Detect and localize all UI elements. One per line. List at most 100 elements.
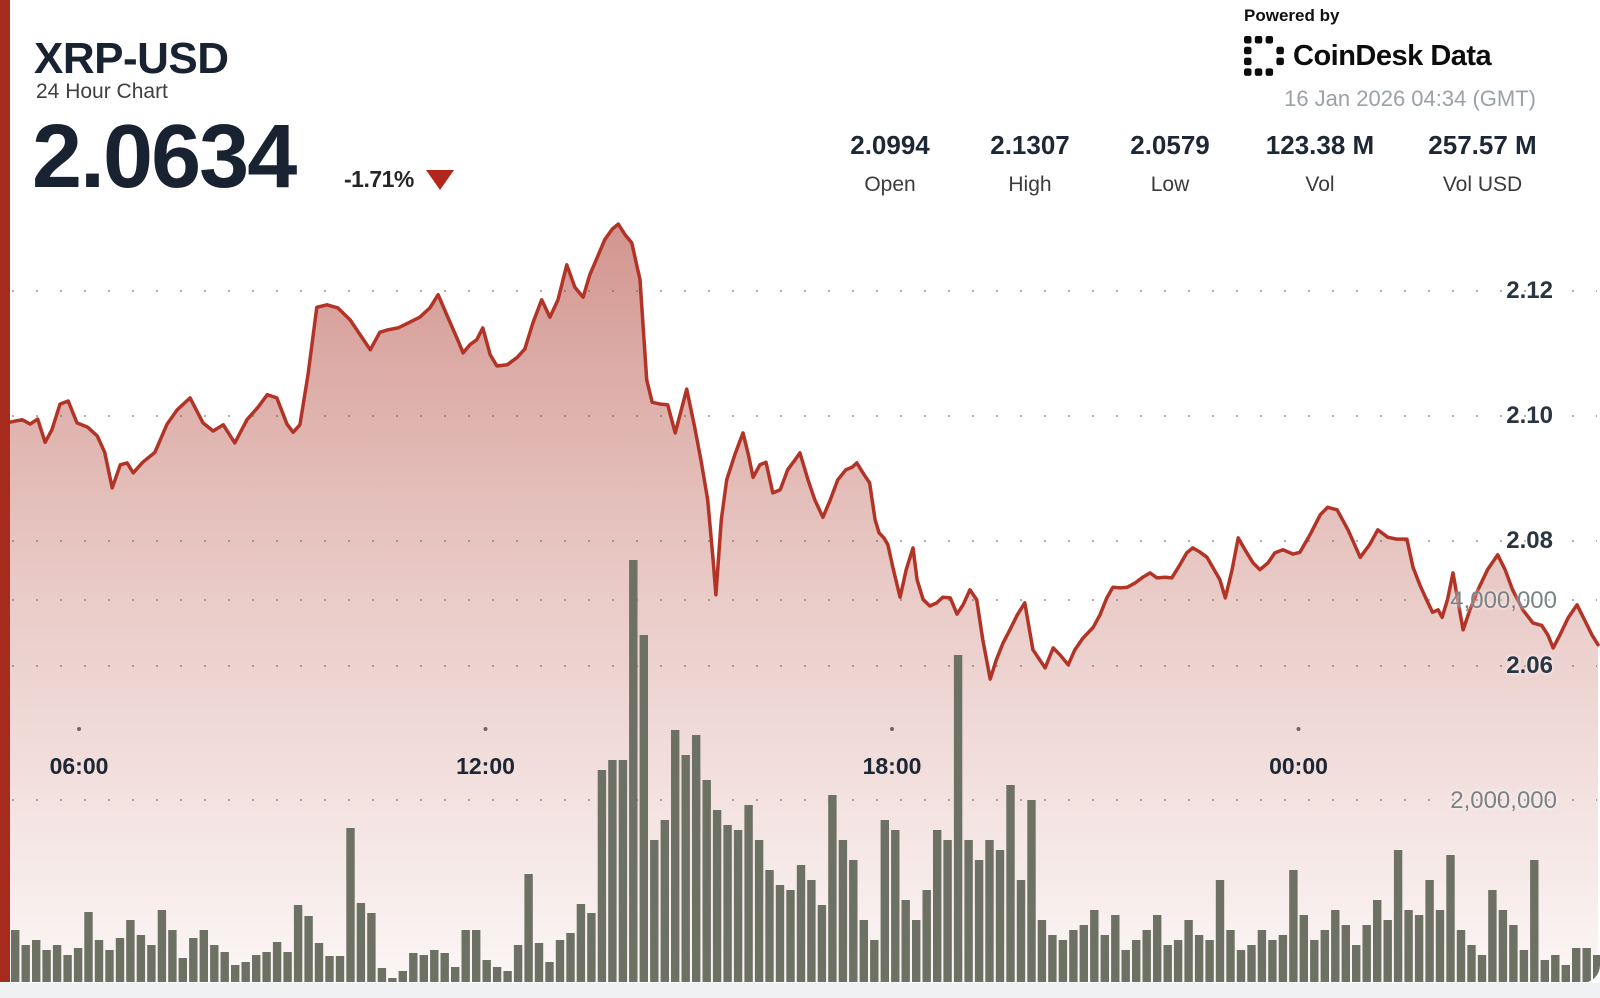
- attribution-block: Powered by Coin: [1244, 6, 1536, 112]
- volume-bar: [1184, 920, 1193, 982]
- volume-bar: [1435, 910, 1445, 982]
- volume-bar: [262, 952, 271, 982]
- price-area-fill: [9, 224, 1598, 983]
- volume-bar: [1467, 945, 1476, 982]
- volume-bar: [566, 933, 575, 982]
- volume-bar: [419, 955, 428, 982]
- time-axis-label: 00:00: [1269, 753, 1328, 779]
- volume-bar: [231, 965, 240, 982]
- volume-bar: [1299, 915, 1308, 982]
- volume-bar: [32, 940, 41, 982]
- stat-label: Open: [864, 173, 916, 196]
- volume-bar: [828, 795, 837, 982]
- volume-bar: [1582, 948, 1591, 982]
- volume-bar: [524, 874, 533, 982]
- volume-bar: [136, 935, 146, 982]
- volume-bar: [1425, 880, 1434, 982]
- price-down-triangle-icon: [425, 169, 454, 190]
- volume-bar: [1058, 940, 1068, 982]
- volume-bar: [1414, 915, 1424, 982]
- volume-bar: [1132, 940, 1141, 982]
- stat-label: Vol USD: [1442, 173, 1523, 196]
- volume-bar: [587, 913, 596, 982]
- volume-bar: [629, 560, 638, 982]
- volume-bar: [555, 940, 565, 982]
- x-tick-dot: [77, 727, 81, 731]
- powered-by-label: Powered by: [1244, 6, 1340, 25]
- volume-bar: [482, 960, 491, 982]
- volume-bar: [126, 920, 135, 982]
- volume-bar: [1142, 930, 1151, 982]
- volume-bar: [1551, 955, 1560, 982]
- volume-bar: [1320, 930, 1329, 982]
- volume-bar: [681, 755, 690, 982]
- volume-bar: [1393, 850, 1403, 982]
- current-price: 2.0634: [32, 107, 297, 207]
- volume-bar: [597, 770, 607, 982]
- volume-bar: [304, 916, 313, 982]
- volume-bar: [849, 860, 858, 982]
- volume-bar: [1247, 945, 1256, 982]
- volume-bar: [786, 890, 795, 982]
- volume-axis-label: 2,000,000: [1450, 787, 1557, 814]
- volume-bar: [765, 870, 774, 982]
- price-axis-label: 2.08: [1506, 527, 1553, 554]
- volume-bar: [440, 953, 449, 982]
- page-title: XRP-USD: [34, 34, 229, 83]
- volume-bar: [451, 967, 460, 982]
- volume-bar: [388, 978, 397, 982]
- volume-bar: [995, 850, 1005, 982]
- volume-bar: [1121, 950, 1130, 982]
- volume-bar: [650, 840, 659, 982]
- volume-bar: [1498, 910, 1508, 982]
- volume-bar: [838, 840, 848, 982]
- volume-bar: [1278, 935, 1288, 982]
- volume-bar: [534, 943, 544, 982]
- volume-bar: [859, 920, 868, 982]
- chart-subtitle: 24 Hour Chart: [36, 80, 168, 103]
- volume-bar: [912, 920, 921, 982]
- volume-bar: [943, 840, 952, 982]
- volume-bar: [346, 828, 355, 982]
- volume-bar: [1341, 925, 1350, 982]
- volume-bar: [52, 945, 62, 982]
- price-change-percent: -1.71%: [344, 166, 414, 192]
- volume-bar: [639, 635, 648, 982]
- volume-bar: [430, 950, 439, 982]
- volume-bar: [377, 968, 387, 982]
- volume-bar: [157, 910, 167, 982]
- volume-bar: [1352, 945, 1361, 982]
- volume-bar: [199, 930, 208, 982]
- volume-bar: [147, 945, 156, 982]
- volume-bar: [1090, 910, 1099, 982]
- volume-bar: [702, 780, 711, 982]
- volume-bar: [1079, 925, 1088, 982]
- volume-bar: [367, 913, 376, 982]
- volume-bar: [115, 938, 125, 982]
- stat-low: 2.0579 Low: [1120, 130, 1220, 197]
- volume-bar: [21, 945, 30, 982]
- price-change: -1.71%: [344, 166, 454, 193]
- stat-label: Low: [1150, 173, 1190, 196]
- stat-value: 2.0994: [850, 130, 930, 160]
- volume-bar: [1561, 965, 1570, 982]
- volume-bar: [744, 805, 753, 982]
- volume-bar: [1163, 945, 1172, 982]
- volume-bar: [880, 820, 889, 982]
- volume-bar: [94, 940, 104, 982]
- price-axis-label: 2.12: [1506, 277, 1553, 304]
- volume-bar: [472, 930, 481, 982]
- volume-bar: [1205, 940, 1214, 982]
- volume-bar: [671, 730, 680, 982]
- coindesk-logo-icon: [1244, 36, 1284, 76]
- volume-bar: [168, 930, 177, 982]
- volume-bar: [608, 760, 617, 982]
- volume-bar: [220, 952, 229, 982]
- volume-bar: [63, 955, 72, 982]
- stat-vol-usd: 257.57 M Vol USD: [1420, 130, 1545, 197]
- x-tick-dot: [1296, 727, 1301, 731]
- volume-bar: [1530, 860, 1539, 982]
- volume-bar: [964, 840, 973, 982]
- stat-value: 257.57 M: [1428, 130, 1537, 160]
